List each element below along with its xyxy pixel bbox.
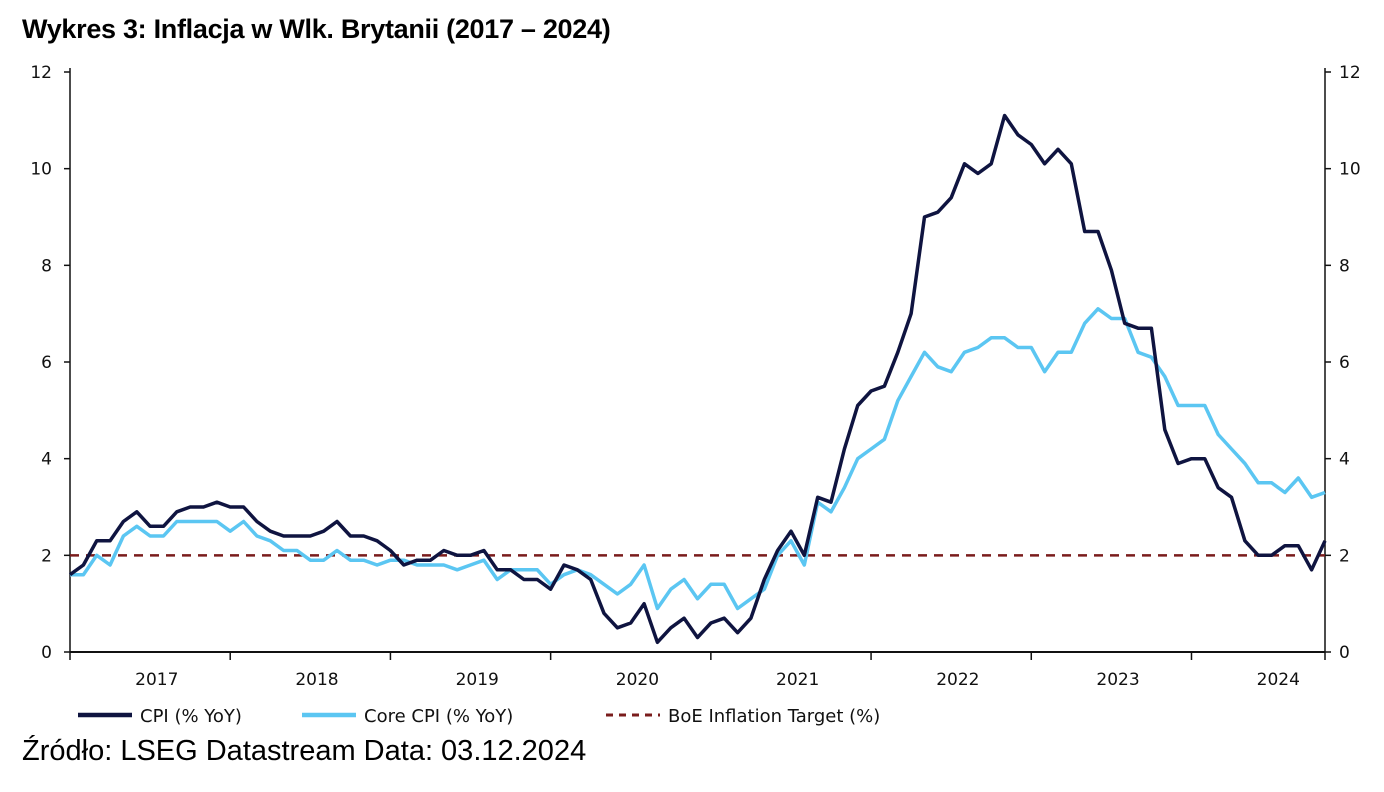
- x-tick-label: 2020: [616, 670, 659, 690]
- y-tick-label-left: 8: [41, 256, 52, 276]
- source-note: Źródło: LSEG Datastream Data: 03.12.2024: [22, 735, 587, 767]
- y-tick-label-right: 4: [1339, 450, 1350, 470]
- x-tick-label: 2017: [135, 670, 178, 690]
- legend-label: CPI (% YoY): [140, 706, 242, 727]
- y-tick-label-right: 2: [1339, 546, 1350, 566]
- chart-title: Wykres 3: Inflacja w Wlk. Brytanii (2017…: [22, 14, 611, 44]
- y-tick-label-right: 6: [1339, 353, 1350, 373]
- legend-label: Core CPI (% YoY): [364, 706, 513, 727]
- legend-label: BoE Inflation Target (%): [668, 706, 880, 727]
- y-tick-label-left: 0: [41, 643, 52, 663]
- y-tick-label-right: 12: [1339, 63, 1361, 83]
- x-tick-label: 2021: [776, 670, 819, 690]
- x-tick-label: 2023: [1096, 670, 1139, 690]
- y-tick-label-right: 8: [1339, 256, 1350, 276]
- x-tick-label: 2018: [295, 670, 338, 690]
- y-tick-label-right: 0: [1339, 643, 1350, 663]
- y-tick-label-left: 10: [30, 160, 52, 180]
- x-tick-label: 2019: [456, 670, 499, 690]
- y-tick-label-right: 10: [1339, 160, 1361, 180]
- y-tick-label-left: 12: [30, 63, 52, 83]
- y-tick-label-left: 4: [41, 450, 52, 470]
- y-tick-label-left: 2: [41, 546, 52, 566]
- x-tick-label: 2024: [1257, 670, 1300, 690]
- core-cpi-line: [70, 307, 1326, 611]
- x-tick-label: 2022: [936, 670, 979, 690]
- y-tick-label-left: 6: [41, 353, 52, 373]
- cpi-line: [68, 113, 1327, 645]
